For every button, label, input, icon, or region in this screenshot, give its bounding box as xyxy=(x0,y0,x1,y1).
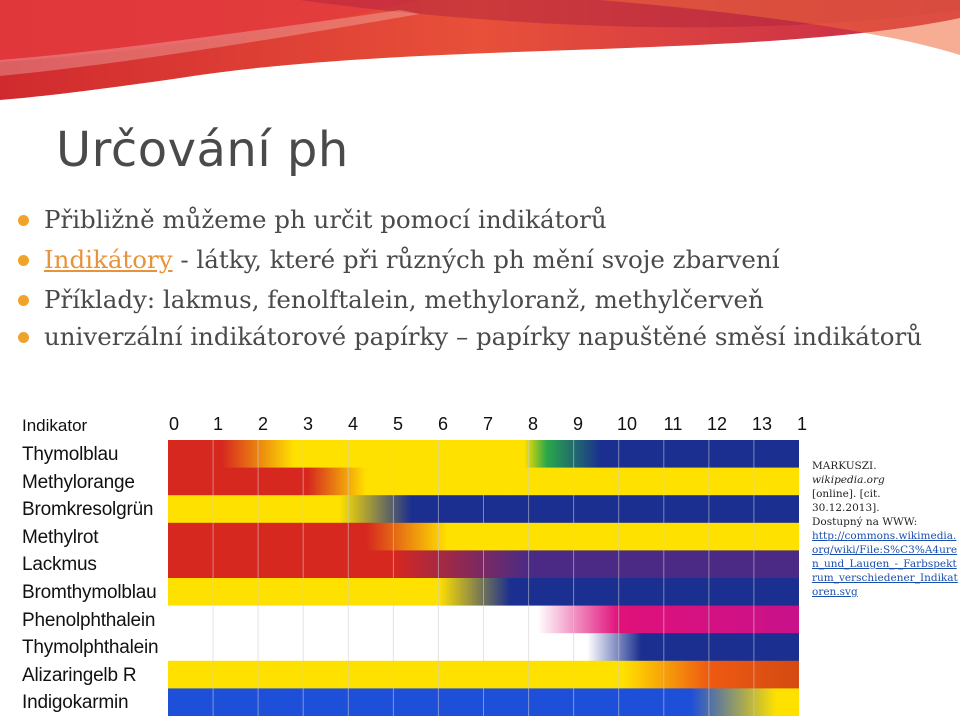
ph-tick-label: 3 xyxy=(302,414,314,434)
image-credit: MARKUSZI. wikipedia.org [online]. [cit. … xyxy=(812,459,960,599)
indikatory-link[interactable]: Indikátory xyxy=(44,245,173,274)
credit-source: wikipedia.org xyxy=(812,474,885,486)
credit-url-link[interactable]: http://commons.wikimedia.org/wiki/File:S… xyxy=(812,530,958,598)
bullet-dot-icon xyxy=(18,332,29,343)
ph-tick-label: 6 xyxy=(437,414,449,434)
indicator-name: Methylrot xyxy=(22,526,99,548)
indicator-name: Bromthymolblau xyxy=(22,582,157,603)
bullet-dot-icon xyxy=(18,295,29,306)
credit-online: [online]. [cit. xyxy=(812,488,881,500)
bullet-text: univerzální indikátorové papírky – papír… xyxy=(44,322,923,351)
indicator-name: Methylorange xyxy=(22,471,135,493)
bullet-text: Příklady: lakmus, fenolftalein, methylor… xyxy=(44,285,764,314)
ph-tick-label: 12 xyxy=(706,414,728,434)
ph-tick-label: 7 xyxy=(482,414,494,434)
slide-title: Určování ph xyxy=(56,122,349,178)
decorative-banner xyxy=(0,0,960,100)
indicator-name: Phenolphthalein xyxy=(22,609,156,631)
bullet-item: univerzální indikátorové papírky – papír… xyxy=(18,320,948,354)
indicator-name: Bromkresolgrün xyxy=(22,499,154,521)
ph-tick-label: 8 xyxy=(527,414,539,434)
indicator-name: Lackmus xyxy=(22,554,97,576)
indicator-color-chart xyxy=(168,440,799,716)
ph-tick-label: 2 xyxy=(257,414,269,434)
indicator-name: Thymolphthalein xyxy=(22,637,159,659)
ph-tick-label: 0 xyxy=(168,414,180,434)
bullet-text: - látky, které při různých ph mění svoje… xyxy=(172,245,780,274)
ph-tick-label: 10 xyxy=(616,414,638,434)
indicator-name: Thymolblau xyxy=(22,444,119,465)
bullet-item: Indikátory - látky, které při různých ph… xyxy=(18,240,948,280)
bullet-dot-icon xyxy=(18,215,29,226)
bullet-item: Příklady: lakmus, fenolftalein, methylor… xyxy=(18,280,948,320)
credit-available: Dostupný na WWW: xyxy=(812,516,918,528)
ph-tick-label: 1 xyxy=(212,414,224,434)
credit-author: MARKUSZI. xyxy=(812,460,877,472)
bullet-list: Přibližně můžeme ph určit pomocí indikát… xyxy=(18,200,948,354)
bullet-item: Přibližně můžeme ph určit pomocí indikát… xyxy=(18,200,948,240)
ph-tick-label: 4 xyxy=(347,414,359,434)
ph-tick-label: 13 xyxy=(751,414,773,434)
ph-tick-label: 9 xyxy=(572,414,584,434)
ph-tick-label: 1 xyxy=(796,414,808,434)
indicator-name: Indigokarmin xyxy=(22,692,129,714)
bullet-text: Přibližně můžeme ph určit pomocí indikát… xyxy=(44,205,607,234)
indicator-column-header: Indikator xyxy=(22,416,88,435)
ph-tick-label: 5 xyxy=(392,414,404,434)
bullet-dot-icon xyxy=(18,255,29,266)
indicator-name: Alizaringelb R xyxy=(22,664,137,686)
credit-date: 30.12.2013]. xyxy=(812,502,880,514)
ph-tick-label: 11 xyxy=(663,414,683,434)
